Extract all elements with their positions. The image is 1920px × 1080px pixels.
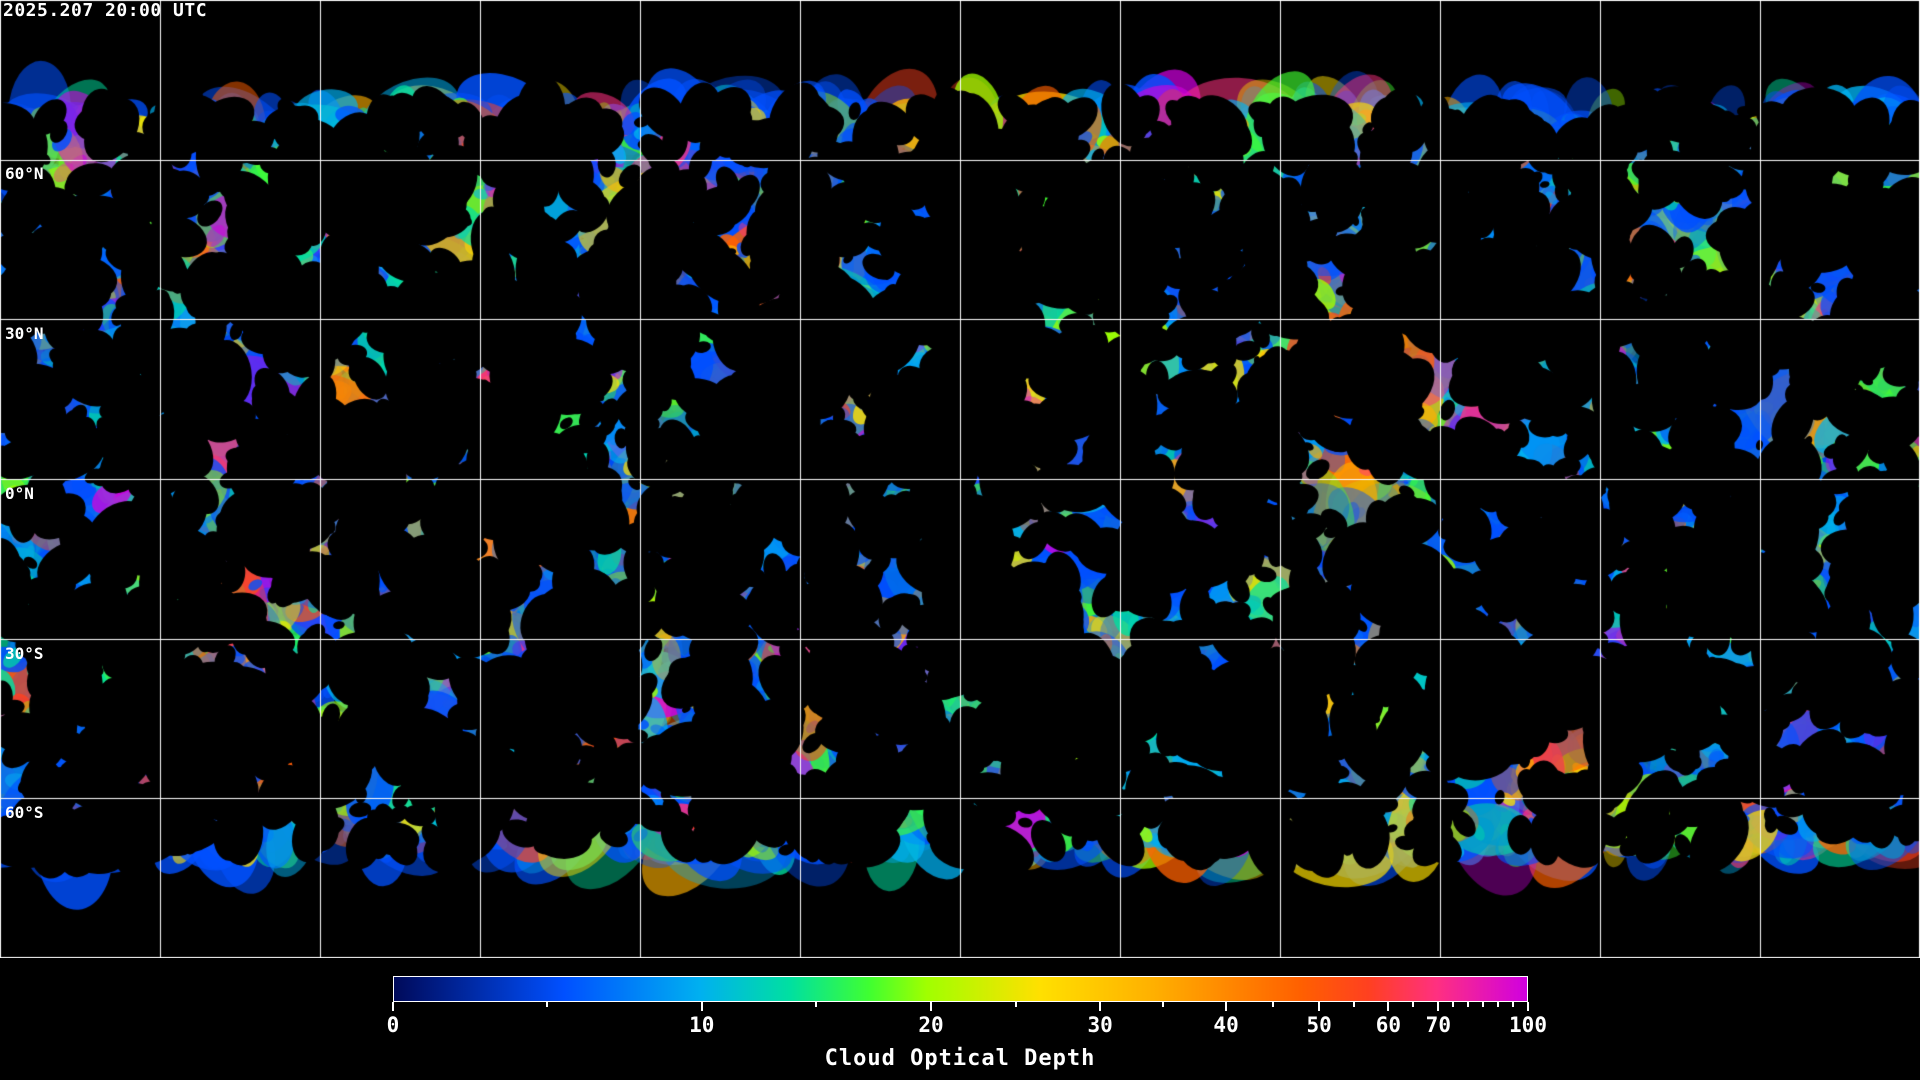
colorbar-tick-label: 60 — [1375, 1013, 1402, 1037]
lat-label-60s: 60°S — [5, 803, 44, 822]
colorbar-major-tick — [700, 1002, 703, 1011]
colorbar-minor-tick — [1162, 1002, 1165, 1007]
colorbar-title: Cloud Optical Depth — [824, 1046, 1096, 1071]
colorbar-major-tick — [1387, 1002, 1390, 1011]
colorbar-minor-tick — [1497, 1002, 1500, 1007]
lat-label-30s: 30°S — [5, 644, 44, 663]
timestamp: 2025.207 20:00 UTC — [3, 0, 208, 21]
colorbar-tick-label: 70 — [1425, 1013, 1451, 1037]
colorbar-major-tick — [1099, 1002, 1102, 1011]
colorbar-tick-label: 40 — [1213, 1013, 1239, 1037]
lat-label-60n: 60°N — [5, 164, 44, 183]
colorbar-tick-label: 20 — [918, 1013, 944, 1037]
colorbar-minor-tick — [1412, 1002, 1415, 1007]
colorbar-major-tick — [1527, 1002, 1529, 1011]
colorbar-tick-label: 0 — [386, 1013, 400, 1037]
colorbar-major-tick — [392, 1002, 394, 1011]
lat-label-0n: 0°N — [5, 484, 34, 503]
colorbar-minor-tick — [1452, 1002, 1455, 1007]
colorbar-major-tick — [1318, 1002, 1321, 1011]
colorbar-minor-tick — [546, 1002, 549, 1007]
colorbar-minor-tick — [1352, 1002, 1355, 1007]
colorbar-minor-tick — [1482, 1002, 1485, 1007]
colorbar-tick-label: 30 — [1087, 1013, 1113, 1037]
colorbar-ticks: 0 10 20 30 40 50 60 70 100 — [0, 1002, 1920, 1042]
colorbar — [393, 976, 1528, 1002]
colorbar-minor-tick — [1467, 1002, 1470, 1007]
colorbar-major-tick — [1225, 1002, 1228, 1011]
colorbar-minor-tick — [1014, 1002, 1017, 1007]
colorbar-minor-tick — [815, 1002, 818, 1007]
lat-label-30n: 30°N — [5, 324, 44, 343]
colorbar-tick-label: 50 — [1306, 1013, 1332, 1037]
colorbar-minor-tick — [1271, 1002, 1274, 1007]
cloud-optical-depth-map — [0, 0, 1920, 958]
colorbar-tick-label: 100 — [1509, 1013, 1547, 1037]
colorbar-minor-tick — [1512, 1002, 1515, 1007]
colorbar-major-tick — [1437, 1002, 1440, 1011]
colorbar-tick-label: 10 — [689, 1013, 715, 1037]
colorbar-major-tick — [929, 1002, 932, 1011]
